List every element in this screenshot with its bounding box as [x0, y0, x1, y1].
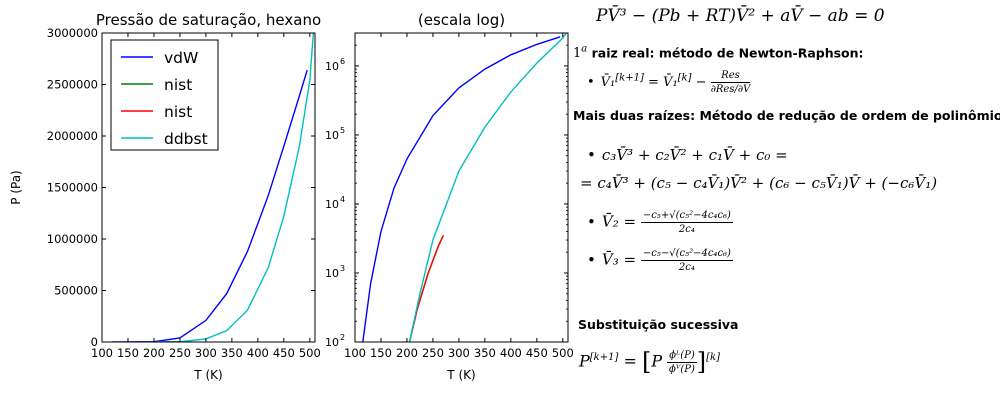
y-tick-label: 10 — [325, 267, 339, 280]
x-tick-label: 350 — [474, 346, 496, 360]
legend-box — [110, 39, 219, 151]
equation-newton-raphson: • V̄₁[k+1] = V̄₁[k] − Res ∂Res/∂V̄ — [587, 70, 751, 95]
x-tick-label: 400 — [247, 346, 269, 360]
equation-polynomial-1: • c₃V̄³ + c₂V̄² + c₁V̄ + c₀ = — [587, 146, 788, 164]
y-tick-label: 1500000 — [47, 181, 98, 195]
x-tick-label: 400 — [500, 346, 522, 360]
chart-title: Pressão de saturação, hexano — [96, 11, 321, 29]
x-tick-label: 200 — [396, 346, 418, 360]
equation-polynomial-2: = c₄V̄³ + (c₅ − c₄V̄₁)V̄² + (c₆ − c₅V̄₁)… — [580, 174, 938, 192]
y-tick-label: 10 — [325, 336, 339, 349]
x-axis-label: T (K) — [446, 368, 475, 382]
y-tick-label: 3000000 — [47, 26, 98, 40]
plot-frame — [354, 32, 569, 343]
x-tick-label: 250 — [169, 346, 191, 360]
equation-successive-substitution: P[k+1] = [P ϕᴸ(P) ϕⱽ(P)][k] — [579, 348, 720, 376]
chart-1: 100 150 200 250 300 350 400 450 500 0 500000 100000… — [9, 11, 321, 382]
series-line-vdW-1 — [362, 36, 561, 342]
x-tick-label: 500 — [552, 346, 574, 360]
y-tick-exponent: 2 — [340, 333, 345, 342]
section-newton-raphson-heading: 1a raiz real: método de Newton-Raphson: — [573, 44, 864, 62]
y-tick-label: 0 — [91, 335, 98, 349]
y-tick-exponent: 3 — [340, 264, 345, 273]
x-tick-label: 300 — [195, 346, 217, 360]
y-tick-exponent: 4 — [340, 195, 345, 204]
equation-v2: • V̄₂ = −c₅+√(c₅²−4c₄c₆) 2c₄ — [587, 210, 733, 235]
y-tick-label: 1000000 — [47, 232, 98, 246]
legend: vdW nist nist ddbst — [110, 39, 219, 151]
series-line-nist-2 — [408, 235, 444, 342]
x-tick-label: 300 — [448, 346, 470, 360]
x-tick-label: 450 — [273, 346, 295, 360]
y-axis-label: P (Pa) — [9, 170, 23, 204]
x-tick-label: 100 — [91, 346, 113, 360]
x-tick-label: 150 — [370, 346, 392, 360]
x-tick-label: 350 — [221, 346, 243, 360]
y-tick-exponent: 6 — [340, 57, 345, 66]
x-tick-label: 500 — [299, 346, 321, 360]
section-polynomial-reduction-heading: Mais duas raízes: Método de redução de o… — [573, 108, 1000, 123]
y-tick-label: 10 — [325, 198, 339, 211]
chart-title: (escala log) — [418, 11, 505, 29]
x-tick-label: 450 — [526, 346, 548, 360]
x-tick-label: 150 — [117, 346, 139, 360]
x-tick-label: 200 — [143, 346, 165, 360]
x-tick-label: 100 — [344, 346, 366, 360]
y-tick-label: 10 — [325, 60, 339, 73]
y-tick-label: 2000000 — [47, 129, 98, 143]
y-tick-label: 2500000 — [47, 78, 98, 92]
x-tick-label: 250 — [422, 346, 444, 360]
equation-v3: • V̄₃ = −c₅−√(c₅²−4c₄c₆) 2c₄ — [587, 248, 733, 273]
section-successive-substitution-heading: Substituição sucessiva — [578, 317, 739, 332]
y-tick-label: 500000 — [54, 284, 98, 298]
equation-van-der-waals: PV̄³ − (Pb + RT)V̄² + aV̄ − ab = 0 — [596, 6, 885, 26]
series-line-nist-3 — [408, 235, 444, 342]
legend-label: nist — [164, 103, 192, 121]
legend-label: nist — [164, 76, 192, 94]
legend-label: vdW — [164, 49, 198, 67]
y-tick-label: 10 — [325, 129, 339, 142]
series-line-ddbst-4 — [408, 33, 567, 342]
series-line-ddbst-4 — [156, 33, 315, 342]
legend-label: ddbst — [164, 130, 208, 148]
x-axis-label: T (K) — [193, 368, 222, 382]
y-tick-exponent: 5 — [340, 126, 345, 135]
